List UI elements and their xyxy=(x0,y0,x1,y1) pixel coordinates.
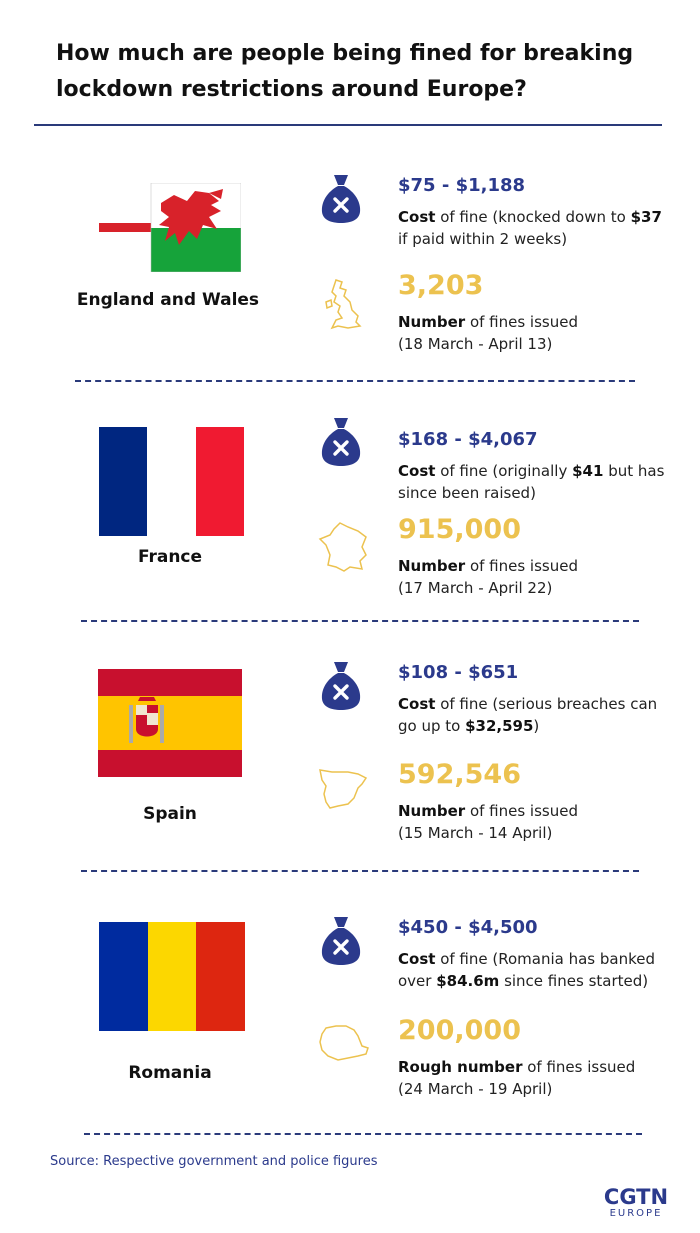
cost-range: $108 - $651 xyxy=(398,662,519,683)
france-map-icon xyxy=(318,522,367,572)
romania-map-icon xyxy=(319,1025,369,1061)
fines-count: 915,000 xyxy=(398,514,521,545)
spain-map-icon xyxy=(319,769,368,809)
money-bag-fine-icon xyxy=(321,917,361,965)
count-description: Number of fines issued (15 March - 14 Apr… xyxy=(398,802,578,842)
cgtn-europe-logo: CGTN EUROPE xyxy=(600,1186,672,1220)
fines-count: 200,000 xyxy=(398,1015,521,1046)
fines-count: 592,546 xyxy=(398,759,521,790)
money-bag-fine-icon xyxy=(321,175,361,223)
money-bag-fine-icon xyxy=(321,662,361,710)
spain-flag-icon xyxy=(98,669,242,777)
money-bag-fine-icon xyxy=(321,418,361,466)
section-divider xyxy=(81,870,639,872)
uk-map-icon xyxy=(325,279,362,330)
cost-range: $168 - $4,067 xyxy=(398,429,538,450)
source-note: Source: Respective government and police… xyxy=(50,1154,378,1169)
country-name-france: France xyxy=(137,547,203,567)
country-name-romania: Romania xyxy=(128,1063,212,1083)
cost-description: Cost of fine (originally $41 but has sin… xyxy=(398,462,665,502)
count-description: Rough number of fines issued (24 March - … xyxy=(398,1058,636,1098)
cost-description: Cost of fine (serious breaches can go up… xyxy=(398,695,658,735)
country-name-spain: Spain xyxy=(143,804,197,824)
title-divider xyxy=(34,124,662,126)
cost-description: Cost of fine (Romania has banked over $8… xyxy=(398,950,655,990)
england-wales-flag-icon xyxy=(99,183,241,272)
france-flag-icon xyxy=(99,427,244,536)
logo-sub-text: EUROPE xyxy=(609,1208,663,1219)
cost-range: $450 - $4,500 xyxy=(398,917,538,938)
count-description: Number of fines issued (18 March - April… xyxy=(398,313,578,353)
fines-count: 3,203 xyxy=(398,270,484,301)
page-title: How much are people being fined for brea… xyxy=(56,41,634,102)
cost-range: $75 - $1,188 xyxy=(398,175,526,196)
count-description: Number of fines issued (17 March - April … xyxy=(398,557,578,597)
logo-main-text: CGTN xyxy=(603,1185,669,1209)
romania-flag-icon xyxy=(99,922,245,1031)
section-divider xyxy=(81,620,639,622)
cost-description: Cost of fine (knocked down to $37 if pai… xyxy=(398,208,662,248)
section-divider xyxy=(84,1133,642,1135)
section-divider xyxy=(75,380,635,382)
country-name-england-wales: England and Wales xyxy=(76,290,260,310)
